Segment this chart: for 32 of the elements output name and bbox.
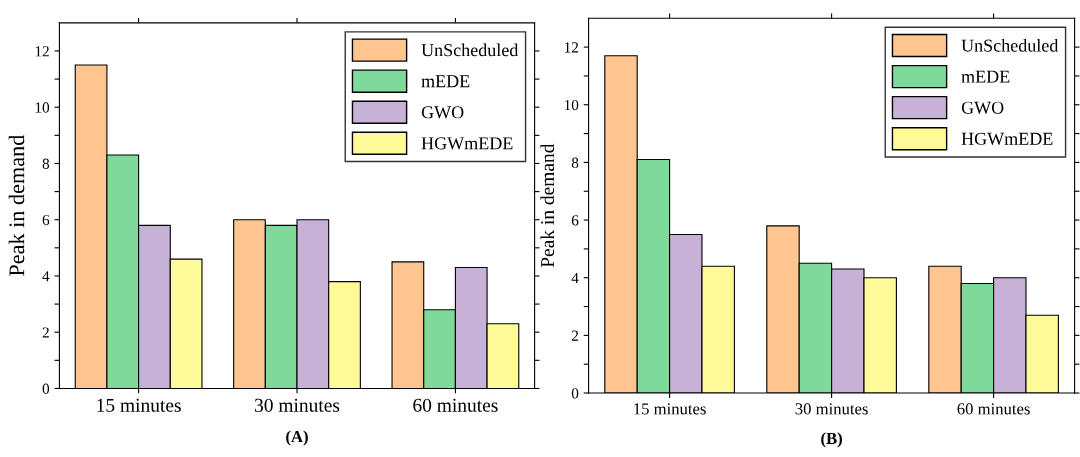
y-tick-label: 0 — [571, 388, 579, 399]
y-tick-label: 8 — [42, 158, 50, 169]
x-tick-label: 30 minutes — [795, 403, 868, 415]
legend-label: HGWmEDE — [961, 132, 1053, 145]
x-tick-label: 15 minutes — [634, 403, 706, 415]
x-tick-label: 60 minutes — [413, 398, 498, 412]
legend-label: HGWmEDE — [421, 137, 513, 150]
legend-label: GWO — [421, 106, 464, 119]
legend-label: UnScheduled — [961, 38, 1059, 52]
x-tick-label: 60 minutes — [957, 403, 1030, 415]
y-tick-label: 8 — [571, 157, 579, 168]
y-tick-label: 6 — [42, 214, 50, 226]
text: (B) — [821, 432, 842, 448]
legend-label: UnScheduled — [421, 43, 519, 57]
y-axis-title: Peak in demand — [8, 134, 25, 276]
y-tick-label: 12 — [35, 46, 49, 57]
y-tick-label: 10 — [564, 99, 579, 111]
legend-label: mEDE — [961, 70, 1010, 83]
legend-label: GWO — [961, 101, 1004, 114]
y-tick-label: 0 — [42, 383, 50, 394]
y-tick-label: 4 — [42, 271, 50, 282]
legend-label: mEDE — [421, 75, 470, 88]
y-tick-label: 2 — [42, 327, 49, 338]
y-tick-label: 6 — [571, 215, 579, 226]
x-tick-label: 30 minutes — [254, 398, 340, 412]
text: (A) — [286, 430, 308, 446]
y-tick-label: 4 — [571, 272, 579, 284]
y-tick-label: 2 — [571, 330, 579, 341]
y-tick-label: 12 — [564, 42, 579, 53]
y-tick-label: 10 — [35, 102, 50, 113]
x-tick-label: 15 minutes — [97, 398, 181, 412]
y-axis-title: Peak in demand — [540, 143, 555, 268]
